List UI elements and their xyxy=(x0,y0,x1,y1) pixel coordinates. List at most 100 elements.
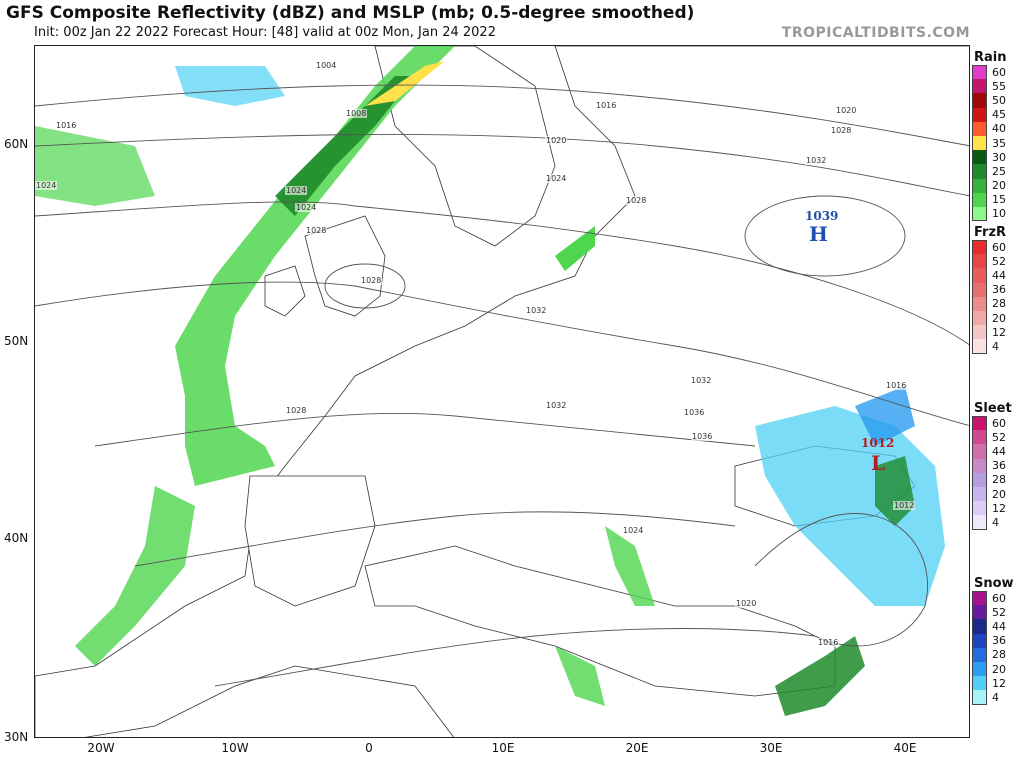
legend-row: 55 xyxy=(972,79,1024,94)
legend-row: 15 xyxy=(972,192,1024,207)
legend-row: 20 xyxy=(972,486,1024,502)
legend-row: 12 xyxy=(972,501,1024,516)
lon-label-40e: 40E xyxy=(893,741,917,755)
isobar-label: 1020 xyxy=(835,106,858,115)
legend-row: 60 xyxy=(972,591,1024,606)
legend-tick-label: 36 xyxy=(992,459,1006,473)
legend-row: 36 xyxy=(972,282,1024,297)
legend-tick-label: 35 xyxy=(992,136,1006,150)
legend-tick-label: 36 xyxy=(992,283,1006,297)
legend-swatch xyxy=(972,107,987,122)
legend-swatch xyxy=(972,339,987,354)
isobar-label: 1016 xyxy=(885,381,908,390)
isobar-label: 1028 xyxy=(360,276,383,285)
weather-map: 1039 H 1012 L 1004 1008 1016 1016 1020 1020 10… xyxy=(34,45,970,738)
legend-swatch xyxy=(972,192,987,207)
legend-swatch xyxy=(972,206,987,222)
legend-row: 20 xyxy=(972,661,1024,677)
isobar-label: 1016 xyxy=(817,638,840,647)
high-pressure-value: 1039 xyxy=(805,209,839,223)
legend-swatch xyxy=(972,310,987,326)
legend-row: 52 xyxy=(972,430,1024,445)
legend-tick-label: 50 xyxy=(992,93,1006,107)
legend-swatch xyxy=(972,458,987,473)
legend-row: 4 xyxy=(972,515,1024,530)
legend-frzr: FrzR 60 52 44 36 28 20 12 4 xyxy=(972,225,1024,354)
legend-row: 12 xyxy=(972,325,1024,340)
legend-tick-label: 28 xyxy=(992,648,1006,662)
lon-label-10w: 10W xyxy=(221,741,249,755)
legend-tick-label: 4 xyxy=(992,515,999,529)
legend-row: 52 xyxy=(972,254,1024,269)
legend-swatch xyxy=(972,444,987,459)
legend-tick-label: 60 xyxy=(992,416,1006,430)
legend-tick-label: 20 xyxy=(992,662,1006,676)
legend-row: 28 xyxy=(972,647,1024,662)
legend-tick-label: 20 xyxy=(992,487,1006,501)
isobar-label: 1032 xyxy=(525,306,548,315)
lon-label-20e: 20E xyxy=(625,741,649,755)
legend-sleet: Sleet 60 52 44 36 28 20 12 4 xyxy=(972,401,1024,530)
isobar-label: 1032 xyxy=(545,401,568,410)
legend-swatch xyxy=(972,282,987,297)
brand-watermark: TROPICALTIDBITS.COM xyxy=(781,25,970,41)
legend-tick-label: 12 xyxy=(992,676,1006,690)
legend-swatch xyxy=(972,65,987,80)
legend-tick-label: 52 xyxy=(992,430,1006,444)
legend-tick-label: 10 xyxy=(992,207,1006,221)
legend-swatch xyxy=(972,325,987,340)
legend-swatch xyxy=(972,619,987,634)
legend-row: 4 xyxy=(972,339,1024,354)
legend-row: 36 xyxy=(972,633,1024,648)
legend-swatch xyxy=(972,296,987,311)
legend-row: 28 xyxy=(972,296,1024,311)
legend-tick-label: 52 xyxy=(992,605,1006,619)
legend-tick-label: 36 xyxy=(992,634,1006,648)
legend-row: 44 xyxy=(972,444,1024,459)
isobar-label: 1020 xyxy=(545,136,568,145)
legend-tick-label: 4 xyxy=(992,690,999,704)
legend-swatch xyxy=(972,605,987,620)
legend-row: 28 xyxy=(972,472,1024,487)
legend-tick-label: 55 xyxy=(992,79,1006,93)
isobar-label: 1028 xyxy=(830,126,853,135)
legend-tick-label: 44 xyxy=(992,619,1006,633)
isobar-label: 1024 xyxy=(622,526,645,535)
legend-tick-label: 28 xyxy=(992,473,1006,487)
high-pressure-marker: H xyxy=(809,222,828,246)
lon-label-30e: 30E xyxy=(759,741,783,755)
lat-label-60n: 60N xyxy=(4,137,29,151)
legend-rain: Rain 60 55 50 45 40 35 30 25 20 15 10 xyxy=(972,50,1024,222)
isobar-label: 1008 xyxy=(345,109,368,118)
legend-snow-title: Snow xyxy=(974,576,1014,591)
legend-swatch xyxy=(972,178,987,193)
lon-label-10e: 10E xyxy=(491,741,515,755)
isobar-label: 1028 xyxy=(625,196,648,205)
legend-swatch xyxy=(972,690,987,705)
legend-tick-label: 44 xyxy=(992,268,1006,282)
isobar-label: 1028 xyxy=(305,226,328,235)
legend-row: 10 xyxy=(972,206,1024,222)
isobar-label: 1032 xyxy=(690,376,713,385)
legend-tick-label: 12 xyxy=(992,501,1006,515)
legend-tick-label: 60 xyxy=(992,240,1006,254)
lat-label-30n: 30N xyxy=(4,730,29,744)
legend-tick-label: 15 xyxy=(992,193,1006,207)
legend-row: 60 xyxy=(972,416,1024,431)
low-pressure-value: 1012 xyxy=(861,436,895,450)
legend-swatch xyxy=(972,150,987,165)
legend-swatch xyxy=(972,79,987,94)
legend-swatch xyxy=(972,501,987,516)
legend-tick-label: 20 xyxy=(992,311,1006,325)
isobar-label: 1032 xyxy=(805,156,828,165)
isobar-label: 1016 xyxy=(595,101,618,110)
isobar-label: 1004 xyxy=(315,61,338,70)
legend-row: 30 xyxy=(972,150,1024,165)
legend-tick-label: 60 xyxy=(992,591,1006,605)
legend-tick-label: 60 xyxy=(992,65,1006,79)
legend-swatch xyxy=(972,254,987,269)
legend-row: 52 xyxy=(972,605,1024,620)
legend-tick-label: 44 xyxy=(992,444,1006,458)
legend-tick-label: 40 xyxy=(992,122,1006,136)
legend-row: 40 xyxy=(972,121,1024,136)
